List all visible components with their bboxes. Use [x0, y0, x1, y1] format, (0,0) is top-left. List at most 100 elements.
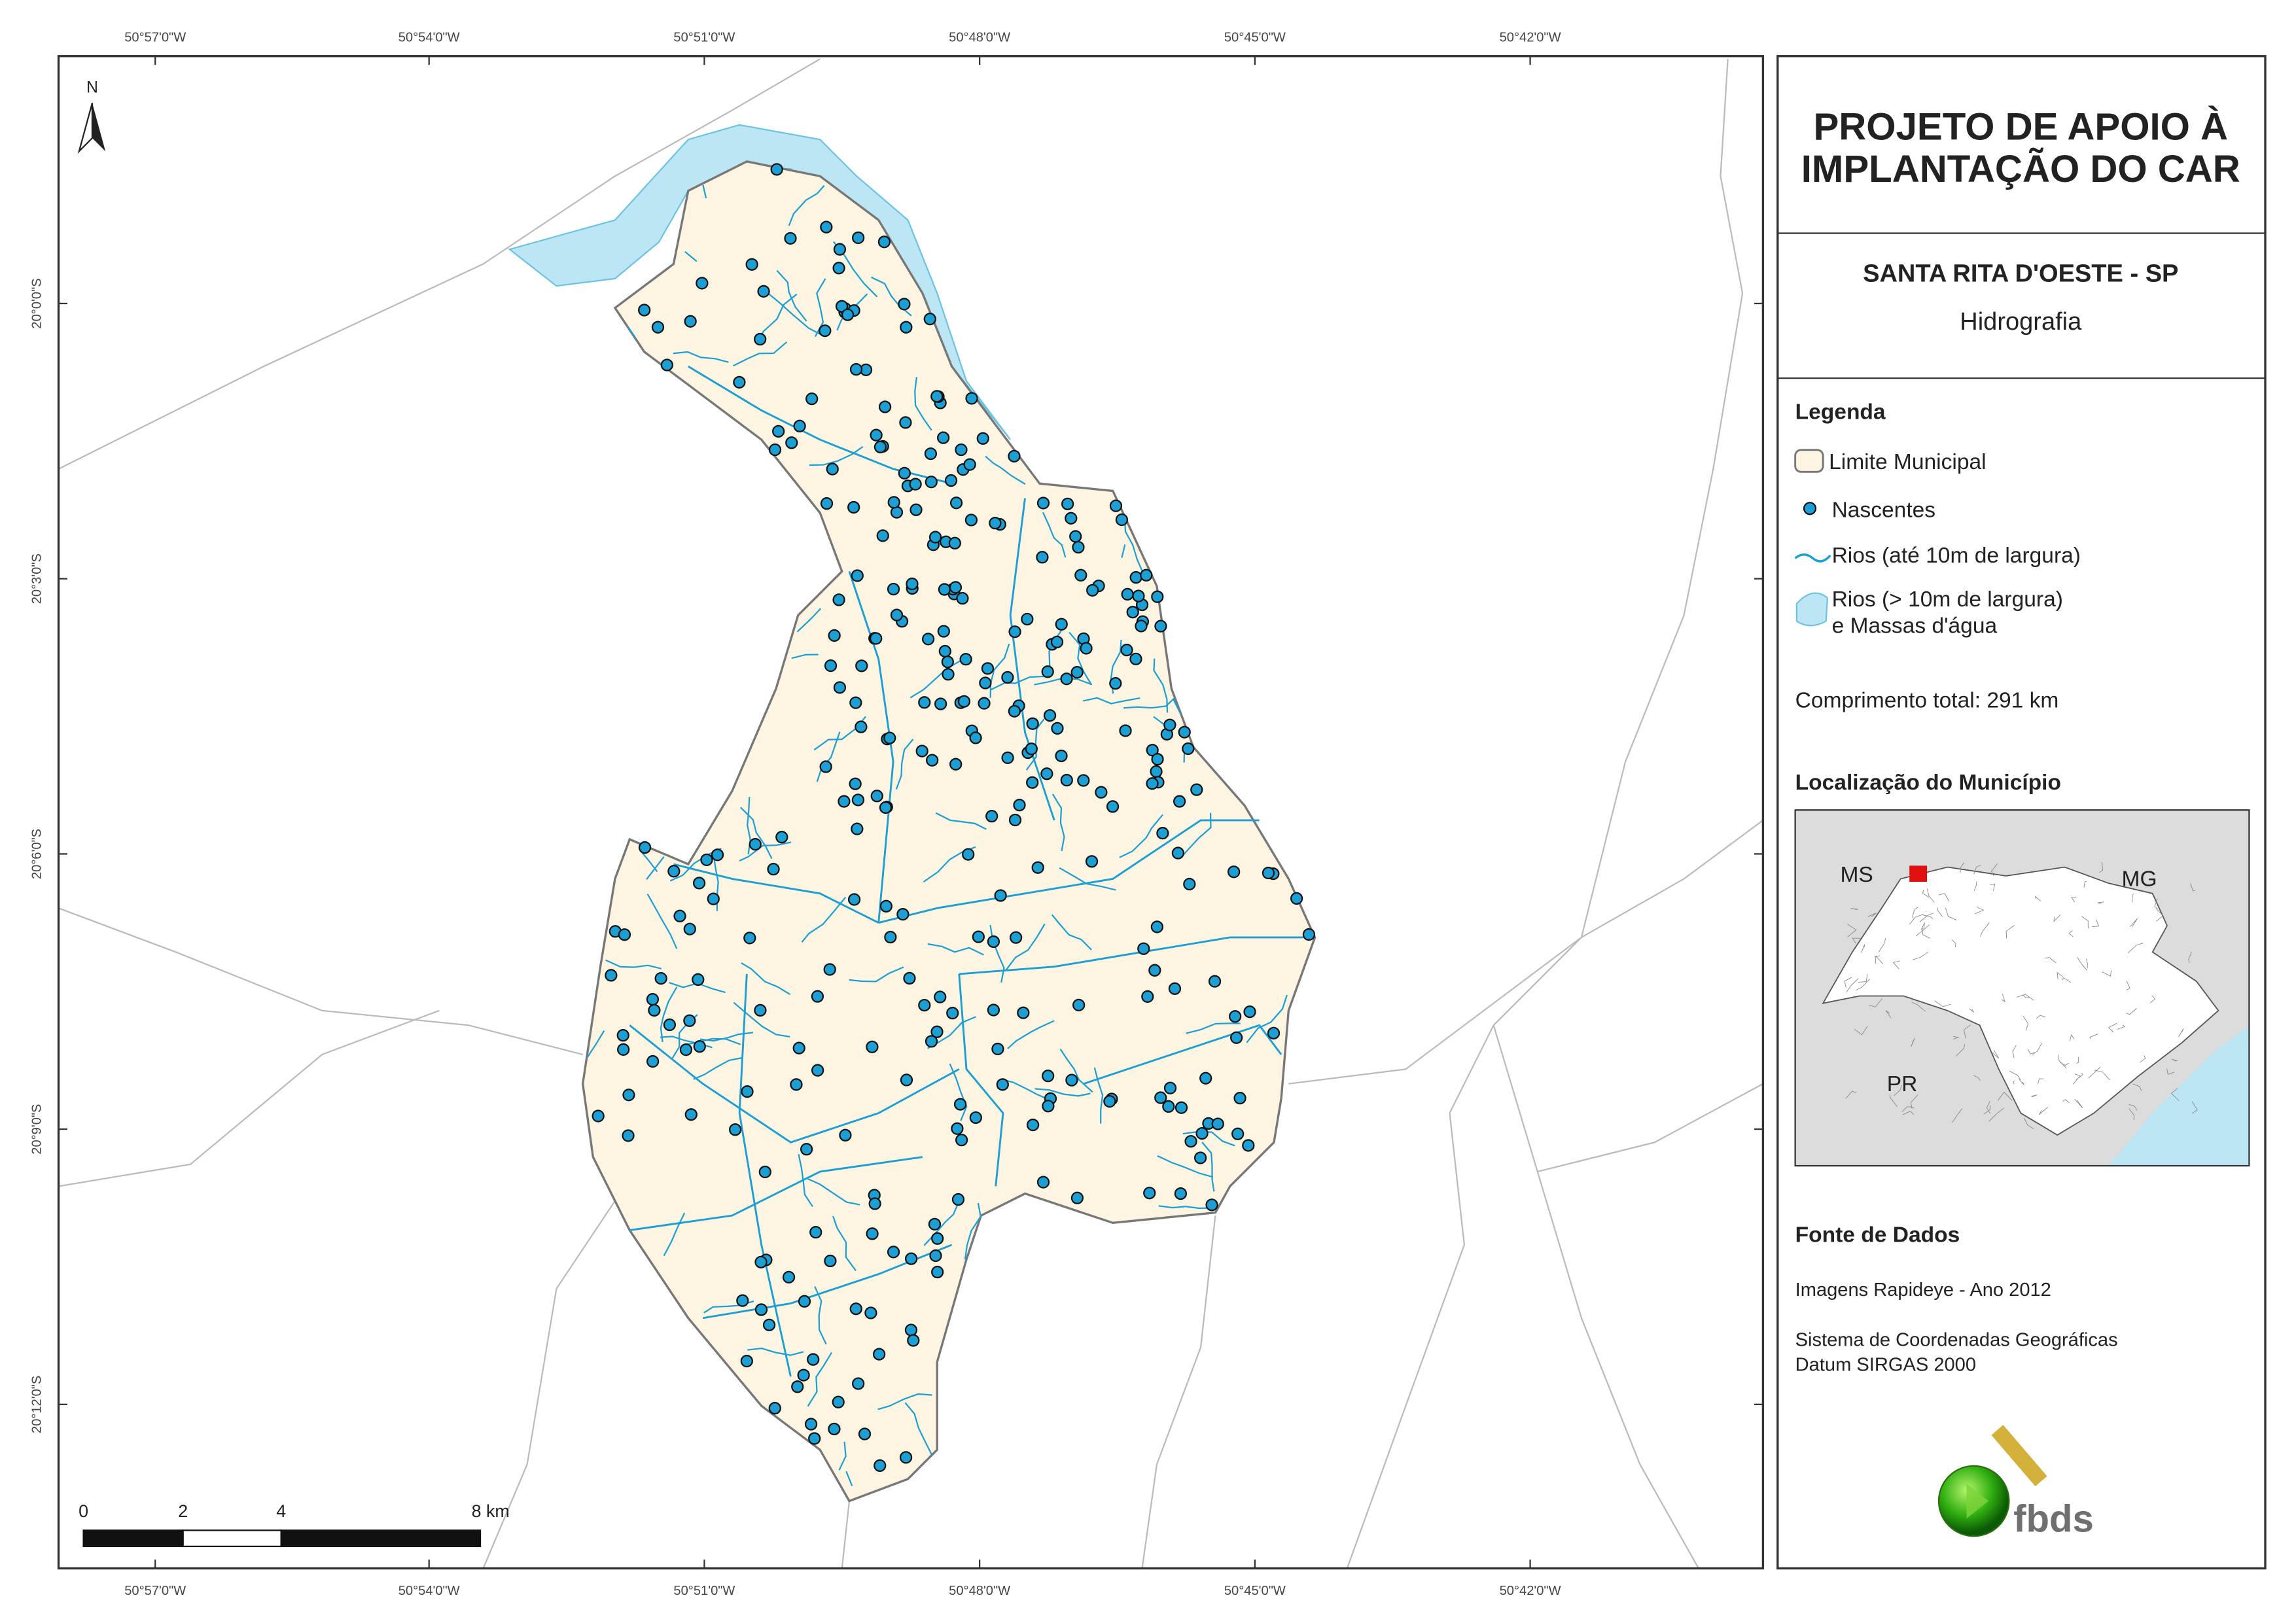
spring: [899, 1451, 913, 1464]
spring: [1042, 1070, 1055, 1083]
river: [1004, 1079, 1046, 1099]
spring: [1150, 765, 1163, 778]
spring: [798, 1295, 811, 1308]
spring: [852, 231, 865, 245]
spring: [1121, 587, 1134, 601]
inset-boundary: [1963, 1024, 1971, 1039]
logo-text: fbds: [2013, 1498, 2094, 1541]
spring: [1148, 964, 1161, 977]
spring: [782, 1270, 796, 1283]
scale-label: 8 km: [472, 1501, 510, 1521]
river: [809, 445, 864, 466]
spring: [855, 659, 868, 672]
inset-boundary: [2038, 1078, 2044, 1084]
spring: [1069, 530, 1082, 543]
spring: [956, 592, 969, 605]
spring: [622, 1089, 635, 1102]
river: [1069, 631, 1093, 686]
spring: [1163, 1081, 1177, 1094]
inset-boundary: [1847, 924, 1857, 937]
inset-boundary: [2102, 970, 2112, 977]
inset-boundary: [2036, 1015, 2046, 1019]
river: [1123, 697, 1176, 709]
inset-boundary: [1844, 977, 1852, 988]
source-line: Datum SIRGAS 2000: [1795, 1354, 1976, 1375]
spring: [754, 1003, 767, 1017]
inset-boundary: [1909, 914, 1924, 925]
inset-boundary: [2074, 1098, 2083, 1108]
inset-boundary: [2017, 994, 2034, 1001]
spring: [1080, 642, 1093, 655]
inset-boundary: [1855, 979, 1870, 991]
spring: [1156, 826, 1169, 840]
river: [646, 893, 678, 949]
spring: [948, 536, 961, 550]
spring: [964, 514, 978, 527]
map-body: [58, 58, 1763, 1569]
spring: [898, 466, 911, 480]
spring: [622, 1129, 635, 1142]
inset-boundary: [2012, 1045, 2017, 1058]
inset-boundary: [2132, 1083, 2142, 1091]
spring: [1055, 749, 1068, 763]
river: [964, 1202, 981, 1260]
inset-boundary: [2132, 893, 2134, 903]
inset-boundary: [2092, 919, 2100, 928]
spring: [700, 853, 713, 866]
spring: [949, 758, 963, 771]
river: [1051, 914, 1092, 951]
spring: [1041, 665, 1054, 678]
river: [1093, 1067, 1104, 1124]
spring: [985, 810, 998, 823]
lon-label: 50°45'0"W: [1224, 1584, 1286, 1598]
inset-boundary: [2072, 1073, 2081, 1085]
inset-boundary: [2172, 1058, 2178, 1062]
spring: [1267, 1026, 1280, 1039]
spring: [1043, 709, 1057, 722]
spring: [638, 841, 652, 854]
spring: [1230, 1031, 1243, 1044]
inset-boundary: [1892, 960, 1900, 969]
spring: [1174, 1101, 1188, 1114]
spring: [1106, 800, 1120, 813]
inset-boundary: [1973, 881, 1977, 892]
spring: [1150, 920, 1163, 934]
spring: [1141, 990, 1154, 1003]
river: [1201, 1142, 1215, 1192]
inset-boundary: [2097, 901, 2105, 904]
spring: [758, 1165, 771, 1179]
lon-label: 50°51'0"W: [673, 1584, 735, 1598]
inset-boundary: [1980, 922, 1990, 937]
inset-boundary: [2013, 1080, 2015, 1085]
spring: [1008, 705, 1021, 718]
inset-boundary: [2170, 1088, 2180, 1102]
spring: [1205, 1198, 1218, 1212]
spring: [617, 1043, 630, 1056]
spring: [1132, 589, 1145, 602]
inset-boundary: [1952, 1108, 1963, 1123]
spring: [873, 1348, 886, 1361]
spring: [736, 1294, 749, 1307]
spring: [1163, 718, 1176, 731]
spring: [745, 258, 758, 271]
spring: [784, 232, 797, 245]
spring: [1178, 725, 1191, 739]
inset-boundary: [1861, 944, 1865, 953]
side-panel: PROJETO DE APOIO À IMPLANTAÇÃO DO CAR SA…: [1776, 55, 2267, 1570]
title-line: PROJETO DE APOIO À: [1813, 105, 2228, 148]
lon-label: 50°48'0"W: [949, 1584, 1010, 1598]
spring: [741, 1085, 754, 1098]
spring: [925, 1035, 938, 1048]
inset-boundary: [2069, 1034, 2075, 1041]
river: [788, 184, 825, 226]
river: [739, 841, 792, 862]
river: [838, 1441, 847, 1471]
spring: [754, 1255, 768, 1268]
spring: [1086, 584, 1099, 597]
spring: [1154, 1091, 1167, 1104]
inset-boundary: [2129, 918, 2138, 928]
spring: [762, 1318, 776, 1331]
spring: [1151, 590, 1164, 603]
spring: [646, 992, 660, 1006]
river: [1121, 544, 1126, 558]
